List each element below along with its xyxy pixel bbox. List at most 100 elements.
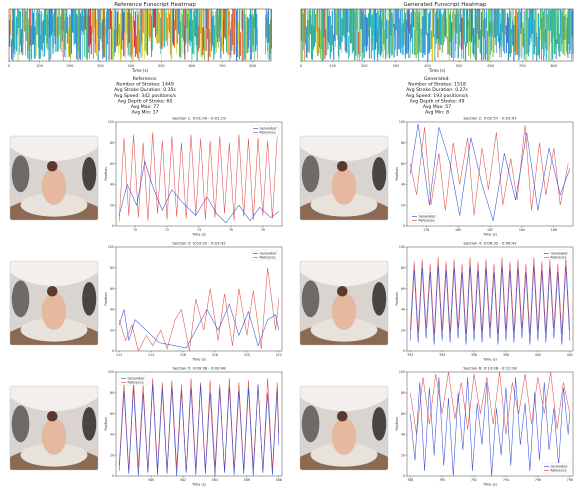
- y-tick-label: 40: [401, 308, 405, 312]
- heatmap-cell: [425, 9, 427, 35]
- heatmap-cell: [470, 9, 471, 59]
- heatmap-cell: [395, 9, 397, 31]
- heatmap-cell: [360, 9, 362, 30]
- thumbnail-ceiling: [300, 386, 388, 412]
- x-tick-label: 582: [180, 478, 186, 482]
- heatmap-cell: [329, 16, 331, 59]
- heatmap-cell: [327, 9, 328, 41]
- heatmap-cell: [9, 20, 10, 47]
- x-tick-label: 580: [148, 478, 154, 482]
- heatmap-cell: [555, 39, 557, 60]
- heatmap-cell: [63, 9, 65, 32]
- heatmap-cell: [544, 9, 545, 56]
- heatmap-cell: [341, 18, 343, 43]
- heatmap-cell: [486, 30, 488, 61]
- heatmap-cell: [399, 18, 401, 50]
- heatmap-tick-label: 300: [97, 64, 104, 68]
- heatmap-cell: [304, 9, 306, 61]
- heatmap-cell: [421, 9, 423, 37]
- heatmap-cell: [56, 9, 58, 37]
- heatmap-cell: [133, 9, 135, 28]
- heatmap-cell: [462, 9, 464, 59]
- heatmap-cell: [354, 11, 356, 61]
- heatmap-cell: [166, 9, 168, 43]
- y-tick-label: 80: [401, 141, 405, 145]
- heatmap-cell: [100, 9, 102, 40]
- heatmap-cell: [182, 9, 185, 41]
- generated-heatmap: Generated Funscript Heatmap 0 100 200 300 40…: [300, 2, 574, 73]
- heatmap-cell: [63, 9, 64, 61]
- heatmap-cell: [219, 9, 221, 42]
- heatmap-cell: [490, 21, 492, 55]
- heatmap-cell: [349, 21, 350, 57]
- heatmap-cell: [224, 9, 227, 40]
- heatmap-cell: [496, 9, 499, 36]
- heatmap-cell: [359, 9, 361, 57]
- heatmap-cell: [61, 9, 62, 31]
- heatmap-cell: [15, 22, 17, 55]
- heatmap-cell: [382, 9, 384, 59]
- heatmap-cell: [139, 30, 141, 52]
- heatmap-cell: [419, 12, 421, 52]
- heatmap-cell: [343, 9, 345, 38]
- heatmap-cell: [228, 10, 230, 36]
- heatmap-cell: [518, 9, 520, 61]
- heatmap-cell: [250, 9, 252, 30]
- heatmap-cell: [357, 9, 358, 61]
- heatmap-cell: [315, 10, 317, 54]
- heatmap-cell: [567, 10, 569, 58]
- heatmap-cell: [220, 36, 222, 60]
- heatmap-cell: [247, 18, 249, 48]
- heatmap-cell: [389, 9, 391, 59]
- heatmap-cell: [534, 9, 537, 47]
- thumbnail-window: [11, 155, 30, 193]
- heatmap-cell: [95, 19, 98, 57]
- heatmap-cell: [528, 9, 530, 53]
- heatmap-cell: [524, 32, 526, 55]
- heatmap-cell: [452, 11, 454, 39]
- heatmap-cell: [314, 13, 317, 44]
- heatmap-cell: [433, 9, 435, 36]
- heatmap-cell: [407, 9, 409, 29]
- heatmap-cell: [402, 23, 404, 47]
- heatmap-cell: [137, 14, 139, 59]
- heatmap-cell: [142, 16, 143, 57]
- y-tick-label: 60: [401, 287, 405, 291]
- heatmap-cell: [48, 19, 50, 61]
- heatmap-cell: [414, 11, 416, 55]
- heatmap-cell: [452, 9, 454, 61]
- heatmap-cell: [394, 9, 396, 36]
- heatmap-cell: [382, 9, 383, 28]
- heatmap-cell: [38, 9, 40, 60]
- heatmap-cell: [514, 16, 516, 52]
- heatmap-cell: [113, 14, 115, 60]
- thumbnail-window: [301, 155, 320, 193]
- heatmap-cell: [193, 10, 195, 55]
- generated-heatmap-bars: [301, 9, 574, 62]
- heatmap-cell: [94, 9, 96, 53]
- heatmap-cell: [342, 9, 344, 36]
- heatmap-tick-label: 0: [8, 64, 10, 68]
- legend-label: Reference: [260, 256, 276, 260]
- heatmap-cell: [27, 9, 28, 58]
- heatmap-cell: [566, 26, 568, 53]
- heatmap-cell: [131, 28, 133, 54]
- heatmap-cell: [363, 9, 364, 59]
- x-tick-label: 402: [567, 353, 573, 357]
- heatmap-cell: [496, 10, 497, 53]
- heatmap-cell: [238, 38, 240, 59]
- heatmap-cell: [352, 9, 354, 53]
- heatmap-cell: [370, 15, 372, 59]
- heatmap-cell: [374, 9, 377, 50]
- heatmap-cell: [412, 9, 414, 55]
- heatmap-cell: [141, 9, 142, 41]
- heatmap-cell: [246, 9, 247, 53]
- heatmap-cell: [241, 11, 243, 61]
- stats-line: Avg Speed: 342 positions/s: [114, 93, 177, 99]
- y-tick-label: 20: [401, 203, 405, 207]
- heatmap-cell: [325, 29, 327, 56]
- heatmap-cell: [549, 9, 552, 31]
- legend-label: Generated: [260, 252, 277, 256]
- heatmap-cell: [350, 9, 353, 44]
